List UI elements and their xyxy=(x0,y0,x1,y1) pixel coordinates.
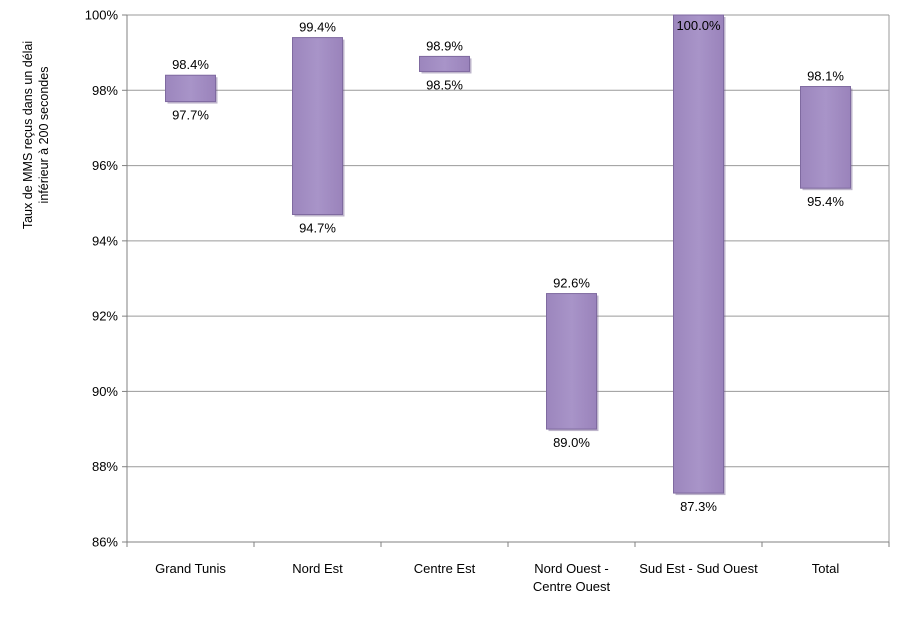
bar-high-label: 92.6% xyxy=(553,276,590,291)
bar-low-label: 89.0% xyxy=(553,435,590,450)
range-bar xyxy=(165,74,216,103)
y-tick-label: 92% xyxy=(92,309,118,324)
y-axis-title: Taux de MMS reçus dans un délai inférieur… xyxy=(21,41,51,229)
y-tick-label: 90% xyxy=(92,384,118,399)
bar-low-label: 87.3% xyxy=(680,499,717,514)
bar-low-label: 97.7% xyxy=(172,108,209,123)
y-tick-label: 86% xyxy=(92,535,118,550)
range-bar xyxy=(800,86,851,189)
x-category-label: Sud Est - Sud Ouest xyxy=(639,561,758,576)
bar-low-label: 98.5% xyxy=(426,77,463,92)
y-tick-label: 94% xyxy=(92,233,118,248)
bar-low-label: 94.7% xyxy=(299,221,336,236)
bar-high-label: 100.0% xyxy=(676,18,721,33)
bar-high-label: 98.4% xyxy=(172,57,209,72)
gridlines xyxy=(127,14,890,543)
bar-high-label: 98.1% xyxy=(807,69,844,84)
data-labels: 98.4% 97.7% 99.4% 94.7% 98.9% 98.5% 92.6% 89.0%… xyxy=(172,18,844,514)
y-axis-label: Taux de MMS reçus dans un délai inférieur… xyxy=(21,41,51,229)
y-tick-label: 96% xyxy=(92,158,118,173)
y-tick-label: 100% xyxy=(85,8,119,23)
range-bar xyxy=(673,14,724,494)
range-bar xyxy=(546,293,597,430)
x-category-label: Total xyxy=(812,561,840,576)
x-category-label: Nord Ouest -Centre Ouest xyxy=(533,561,611,594)
bars xyxy=(165,14,853,496)
bar-high-label: 99.4% xyxy=(299,20,336,35)
x-category-label: Centre Est xyxy=(414,561,476,576)
y-tick-label: 98% xyxy=(92,83,118,98)
x-category-label: Nord Est xyxy=(292,561,343,576)
bar-low-label: 95.4% xyxy=(807,194,844,209)
y-tick-label: 88% xyxy=(92,459,118,474)
range-bar xyxy=(419,55,470,72)
axes: 86% 88% 90% 92% 94% 96% 98% 100% Grand Tunis Nord… xyxy=(85,8,890,594)
bar-high-label: 98.9% xyxy=(426,38,463,53)
range-bar xyxy=(292,37,343,216)
x-category-label: Grand Tunis xyxy=(155,561,226,576)
